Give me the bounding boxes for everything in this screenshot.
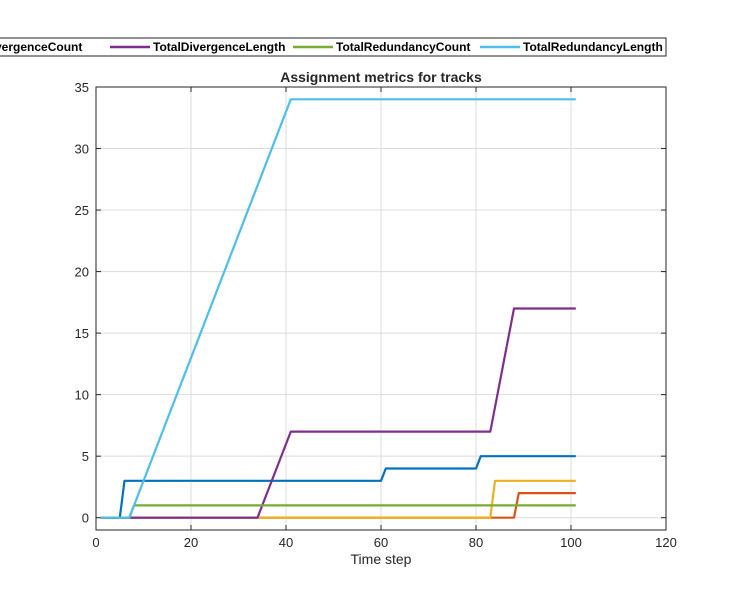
x-tick-label: 120	[655, 535, 677, 550]
y-tick-label: 35	[75, 80, 89, 95]
x-tick-label: 100	[560, 535, 582, 550]
y-tick-label: 25	[75, 203, 89, 218]
y-tick-label: 10	[75, 388, 89, 403]
x-tick-label: 80	[469, 535, 483, 550]
x-tick-label: 60	[374, 535, 388, 550]
grid	[95, 86, 667, 530]
x-tick-label: 40	[279, 535, 293, 550]
x-axis-title: Time step	[351, 551, 412, 567]
series-line-total-redundancy-length	[100, 98, 576, 519]
x-tick-label: 0	[92, 535, 99, 550]
y-tick-label: 0	[82, 511, 89, 526]
y-tick-label: 15	[75, 326, 89, 341]
axis-ticks: 0 20 40 60 80 100 120 0 5 10 15 20 25 30 35	[75, 80, 677, 550]
x-tick-label: 20	[184, 535, 198, 550]
series-line-total-divergence-length	[100, 307, 576, 519]
series-line-total-divergence-count	[100, 455, 576, 519]
legend-label: DivergenceCount	[0, 40, 82, 54]
y-tick-label: 30	[75, 142, 89, 157]
y-tick-label: 5	[82, 449, 89, 464]
legend-label: TotalRedundancyCount	[336, 40, 470, 54]
legend-label: TotalDivergenceLength	[153, 40, 285, 54]
y-tick-label: 20	[75, 265, 89, 280]
series-lines	[100, 98, 576, 519]
series-line-total-redundancy-count	[100, 504, 576, 519]
legend-label: TotalRedundancyLength	[523, 40, 663, 54]
legend: DivergenceCount TotalDivergenceLength Tota…	[0, 37, 667, 57]
series-line-unlabeled-series-3	[100, 479, 576, 519]
chart-title: Assignment metrics for tracks	[280, 69, 482, 85]
